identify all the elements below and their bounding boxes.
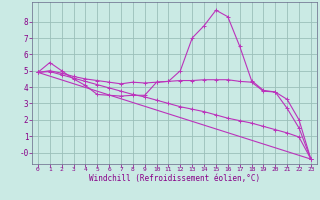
X-axis label: Windchill (Refroidissement éolien,°C): Windchill (Refroidissement éolien,°C)	[89, 174, 260, 183]
